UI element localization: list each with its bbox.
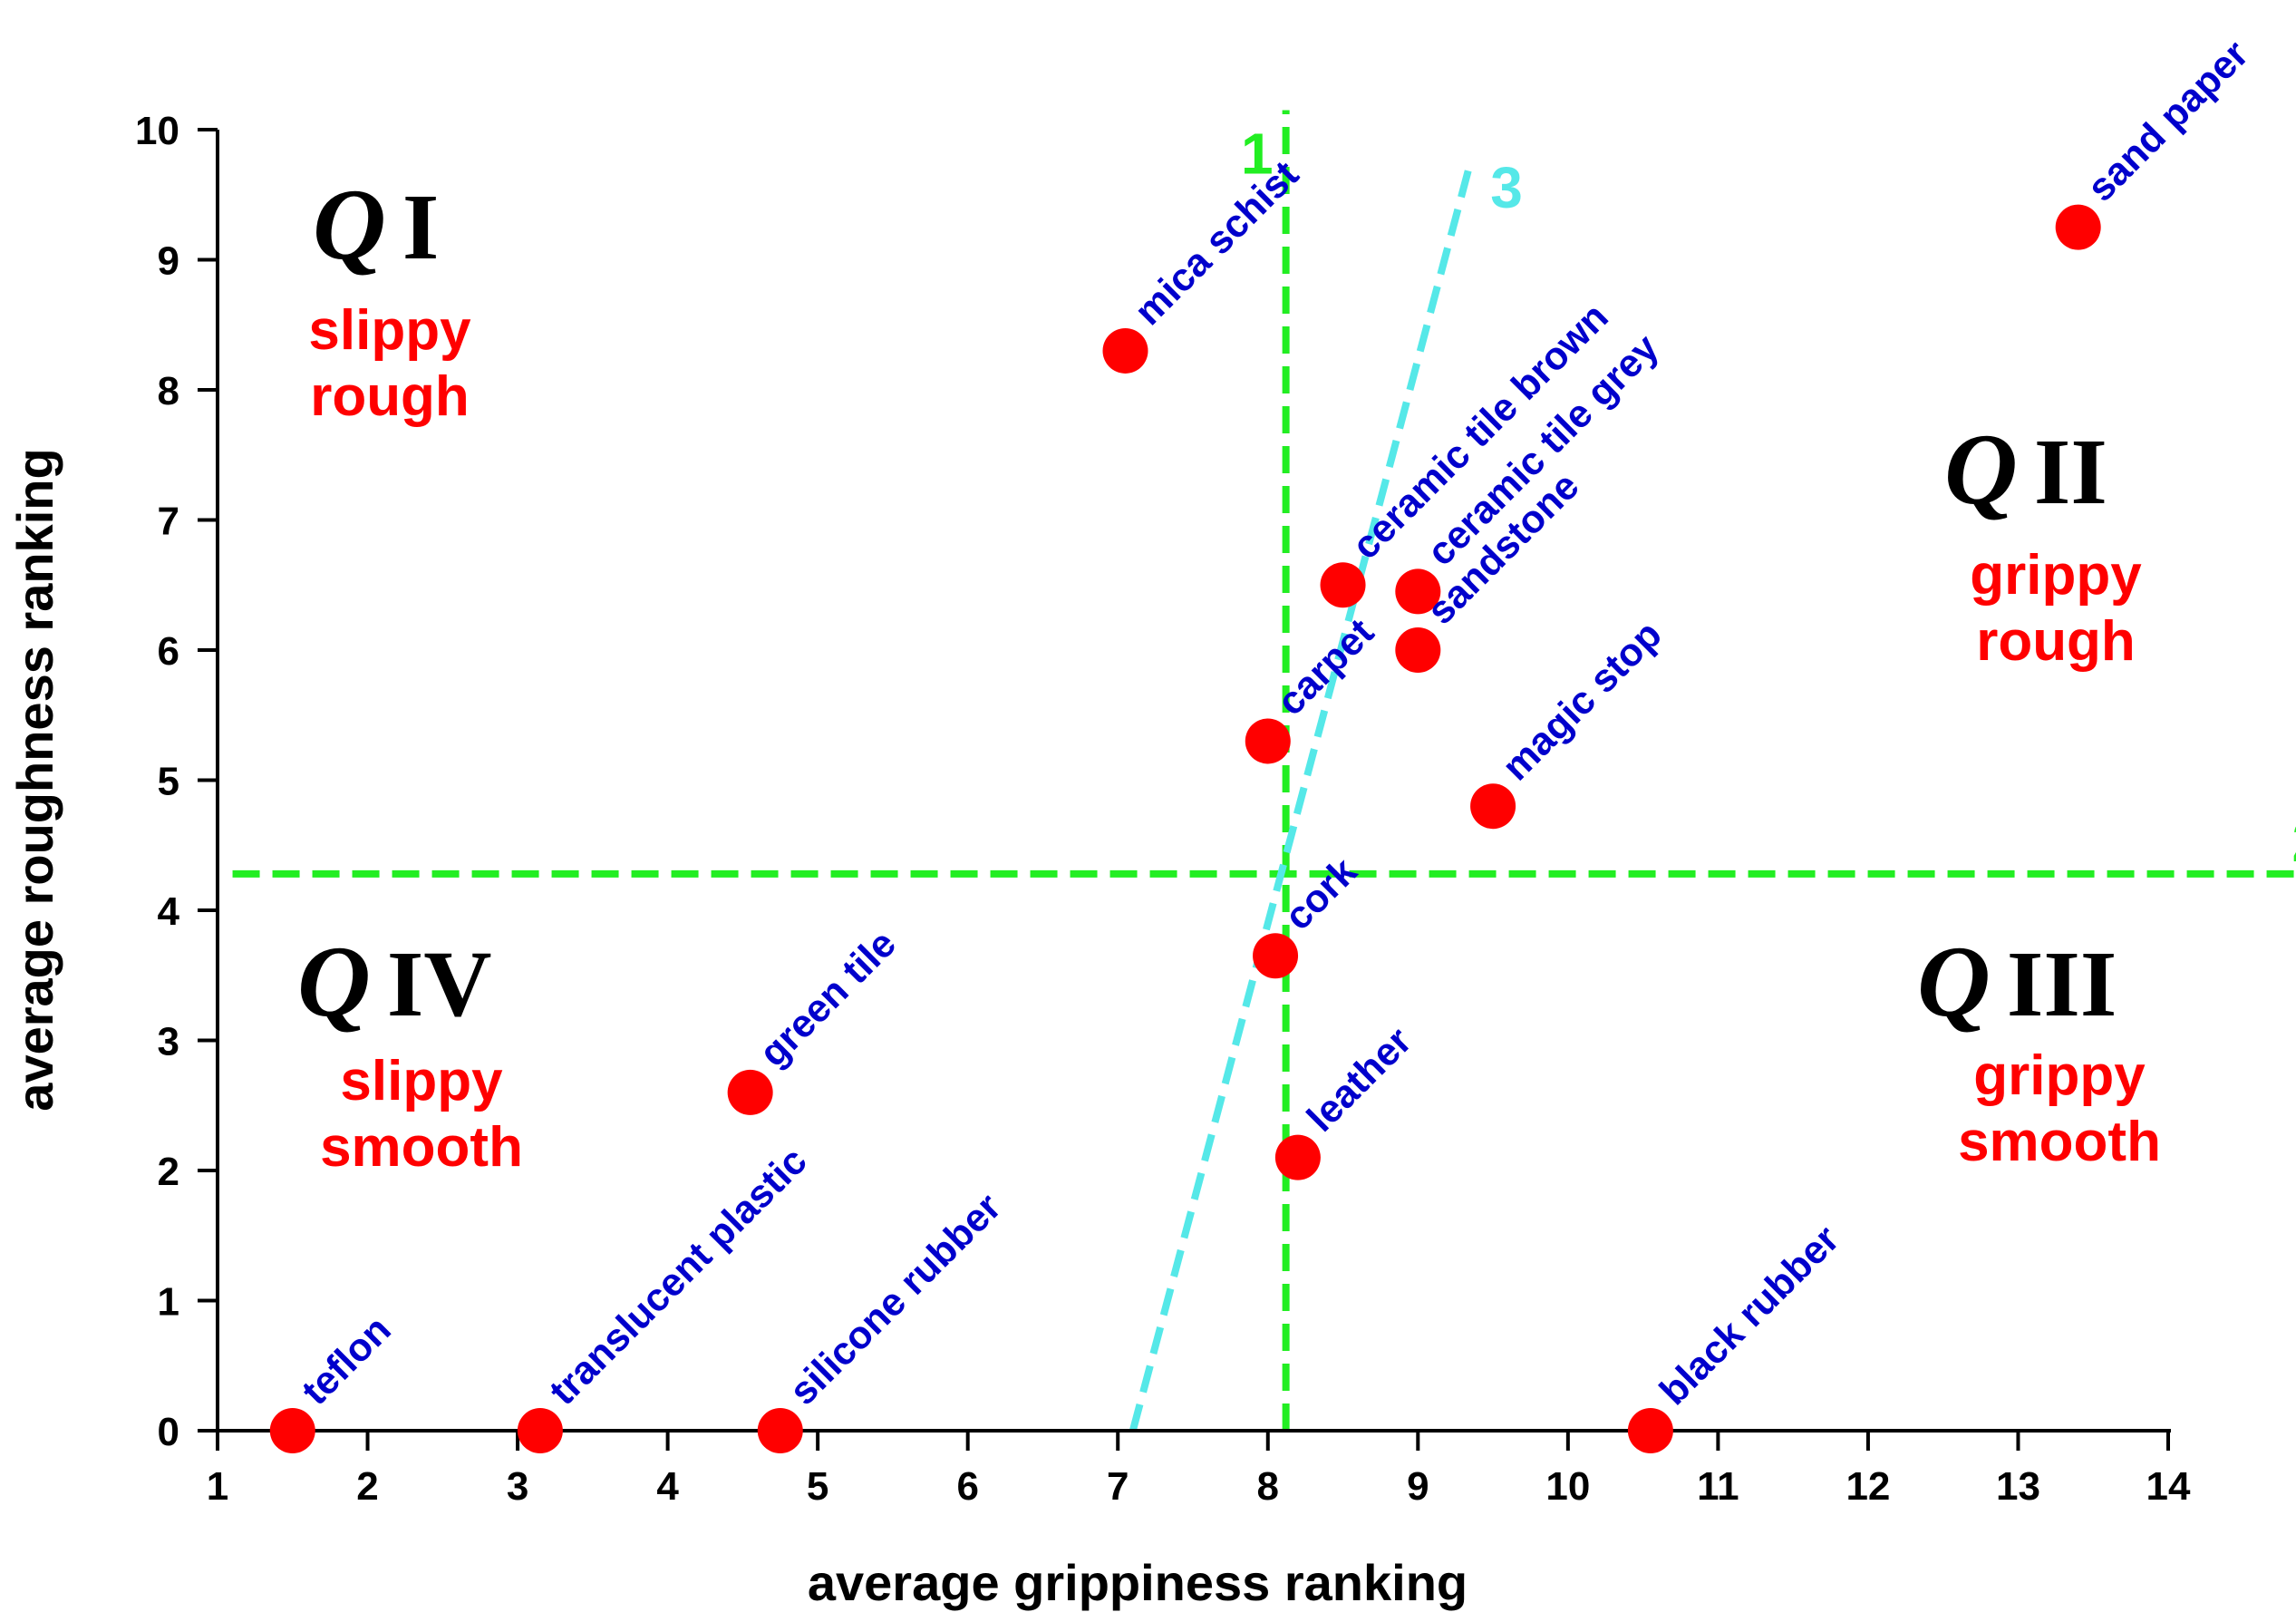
- data-points: [269, 204, 2101, 1453]
- x-tick-label-2: 2: [356, 1464, 378, 1509]
- data-label-sand-paper: sand paper: [2079, 32, 2257, 209]
- data-point-translucent-plastic: [517, 1408, 563, 1453]
- data-point-magic-stop: [1470, 783, 1516, 830]
- x-tick-label-8: 8: [1257, 1464, 1279, 1509]
- quadrant-symbol: Q: [1917, 926, 1991, 1038]
- y-tick-label-3: 3: [158, 1020, 179, 1064]
- y-tick-label-9: 9: [158, 239, 179, 284]
- y-tick-label-6: 6: [158, 629, 179, 674]
- y-tick-label-5: 5: [158, 760, 179, 804]
- y-axis-title: average roughness ranking: [6, 448, 63, 1111]
- x-tick-label-14: 14: [2146, 1464, 2191, 1509]
- y-tick-label-0: 0: [158, 1410, 179, 1454]
- quadrant-desc-IV-2: smooth: [320, 1116, 523, 1179]
- x-tick-label-10: 10: [1545, 1464, 1590, 1509]
- data-point-leather: [1274, 1134, 1321, 1180]
- reference-lines: 1 2 3: [232, 110, 2296, 1433]
- x-tick-label-12: 12: [1846, 1464, 1890, 1509]
- data-point-silicone-rubber: [757, 1408, 803, 1453]
- data-label-mica-schist: mica schist: [1127, 152, 1308, 334]
- axes: [216, 130, 2171, 1433]
- quadrant-numeral: IV: [387, 932, 492, 1036]
- data-point-black-rubber: [1627, 1408, 1673, 1453]
- reference-line-label-2: 2: [2291, 809, 2296, 874]
- quadrant-title-IV: Q IV: [297, 926, 491, 1038]
- data-point-ceramic-tile-grey: [1395, 568, 1441, 615]
- data-point-cork: [1253, 933, 1299, 979]
- data-point-green-tile: [727, 1069, 773, 1115]
- data-label-leather: leather: [1299, 1019, 1420, 1141]
- quadrant-symbol: Q: [1944, 413, 2018, 526]
- y-tick-label-10: 10: [135, 109, 179, 153]
- quadrant-title-III: Q III: [1917, 926, 2117, 1038]
- quadrant-symbol: Q: [313, 169, 386, 281]
- x-axis-title: average grippiness ranking: [808, 1554, 1468, 1611]
- quadrant-desc-I-1: slippy: [308, 299, 471, 362]
- quadrant-desc-III-1: grippy: [1973, 1044, 2146, 1107]
- y-tick-label-4: 4: [158, 889, 180, 934]
- reference-line-label-3: 3: [1490, 155, 1523, 220]
- quadrant-desc-I-2: rough: [310, 365, 470, 428]
- quadrant-desc-IV-1: slippy: [340, 1050, 503, 1112]
- data-label-black-rubber: black rubber: [1652, 1217, 1848, 1413]
- quadrant-desc-II-1: grippy: [1970, 544, 2142, 607]
- reference-line-3: [1129, 160, 1475, 1433]
- quadrant-numeral: III: [2007, 932, 2117, 1036]
- x-tick-label-11: 11: [1697, 1464, 1739, 1509]
- quadrant-title-II: Q II: [1944, 413, 2107, 526]
- y-tick-label-2: 2: [158, 1150, 179, 1194]
- data-point-ceramic-tile-brown: [1320, 562, 1366, 608]
- y-tick-label-7: 7: [158, 500, 179, 544]
- x-tick-label-5: 5: [807, 1464, 828, 1509]
- quadrant-desc-II-2: rough: [1976, 610, 2136, 673]
- quadrant-symbol: Q: [297, 926, 371, 1038]
- x-tick-label-4: 4: [656, 1464, 679, 1509]
- quadrant-desc-III-2: smooth: [1958, 1111, 2161, 1173]
- quadrant-numeral: I: [402, 175, 439, 279]
- y-tick-label-8: 8: [158, 369, 179, 413]
- data-label-translucent-plastic: translucent plastic: [541, 1139, 816, 1413]
- x-tick-label-13: 13: [1996, 1464, 2040, 1509]
- data-point-sandstone: [1395, 627, 1441, 673]
- data-label-silicone-rubber: silicone rubber: [781, 1185, 1010, 1413]
- data-label-cork: cork: [1276, 850, 1365, 938]
- quadrant-numeral: II: [2034, 420, 2107, 524]
- reference-line-label-1: 1: [1241, 121, 1274, 186]
- x-tick-label-9: 9: [1407, 1464, 1429, 1509]
- data-point-teflon: [269, 1408, 315, 1453]
- data-label-green-tile: green tile: [751, 922, 905, 1075]
- data-label-magic-stop: magic stop: [1494, 613, 1670, 789]
- x-tick-label-7: 7: [1107, 1464, 1129, 1509]
- data-point-sand-paper: [2055, 204, 2101, 250]
- data-point-carpet: [1245, 718, 1291, 764]
- x-tick-label-6: 6: [956, 1464, 978, 1509]
- x-tick-label-3: 3: [507, 1464, 528, 1509]
- data-label-teflon: teflon: [294, 1307, 400, 1413]
- x-tick-label-1: 1: [207, 1464, 228, 1509]
- y-tick-label-1: 1: [158, 1280, 179, 1325]
- data-point-mica-schist: [1102, 327, 1148, 374]
